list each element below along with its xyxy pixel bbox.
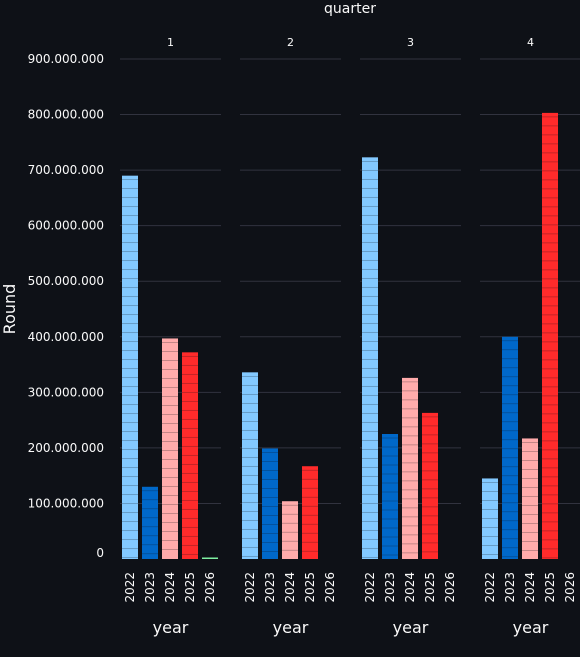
facet-title: quarter: [324, 1, 376, 17]
bar-1-2022[interactable]: [122, 175, 138, 559]
bar-3-2024[interactable]: [402, 377, 418, 559]
x-tick-label: 2022: [123, 572, 137, 603]
bar-4-2023[interactable]: [502, 336, 518, 559]
x-tick-label: 2023: [263, 572, 277, 603]
x-axis-title: year: [273, 618, 309, 637]
x-tick-label: 2023: [143, 572, 157, 603]
bar-4-2022[interactable]: [482, 478, 498, 559]
y-tick-label: 200.000.000: [28, 441, 104, 455]
facets: 1 2022 2023 2024 2025 2026 year 2 2022 2023 2024 20…: [120, 36, 580, 637]
bar-1-2025[interactable]: [182, 352, 198, 559]
y-tick-label: 700.000.000: [28, 163, 104, 177]
bar-3-2023[interactable]: [382, 434, 398, 559]
bar-2-2022[interactable]: [242, 372, 258, 559]
x-tick-label: 2024: [163, 572, 177, 603]
x-tick-label: 2026: [203, 572, 217, 603]
x-tick-label: 2023: [383, 572, 397, 603]
bar-1-2026[interactable]: [202, 557, 218, 560]
y-tick-label: 900.000.000: [28, 52, 104, 66]
facet-panel-3: 3 2022 2023 2024 2025 2026 year: [360, 36, 461, 637]
bar-2-2024[interactable]: [282, 501, 298, 559]
facet-panel-4: 4 2022 2023 2024 2025 2026 year: [480, 36, 580, 637]
x-axis-title: year: [513, 618, 549, 637]
facet-label: 3: [407, 36, 414, 49]
x-tick-label: 2026: [563, 572, 577, 603]
x-tick-label: 2025: [543, 572, 557, 603]
x-tick-label: 2022: [243, 572, 257, 603]
x-tick-label: 2022: [363, 572, 377, 603]
x-tick-label: 2025: [183, 572, 197, 603]
x-tick-label: 2024: [523, 572, 537, 603]
y-tick-label: 400.000.000: [28, 330, 104, 344]
facet-label: 1: [167, 36, 174, 49]
bar-4-2025[interactable]: [542, 112, 558, 559]
y-axis: 0 100.000.000 200.000.000 300.000.000 400.00…: [28, 52, 104, 560]
x-tick-label: 2026: [443, 572, 457, 603]
y-tick-label: 0: [96, 546, 104, 560]
x-tick-label: 2024: [283, 572, 297, 603]
y-tick-label: 500.000.000: [28, 274, 104, 288]
x-axis-title: year: [393, 618, 429, 637]
facet-panel-1: 1 2022 2023 2024 2025 2026 year: [120, 36, 221, 637]
bar-4-2024[interactable]: [522, 438, 538, 559]
facet-label: 4: [527, 36, 534, 49]
y-tick-label: 800.000.000: [28, 108, 104, 122]
bar-2-2023[interactable]: [262, 448, 278, 559]
bar-1-2023[interactable]: [142, 486, 158, 559]
facet-label: 2: [287, 36, 294, 49]
x-tick-label: 2023: [503, 572, 517, 603]
y-axis-title: Round: [0, 284, 19, 335]
x-tick-label: 2022: [483, 572, 497, 603]
bar-3-2022[interactable]: [362, 157, 378, 560]
y-tick-label: 300.000.000: [28, 385, 104, 399]
bar-1-2024[interactable]: [162, 338, 178, 559]
x-axis-title: year: [153, 618, 189, 637]
y-tick-label: 100.000.000: [28, 496, 104, 510]
x-tick-label: 2024: [403, 572, 417, 603]
x-tick-label: 2025: [303, 572, 317, 603]
x-tick-label: 2026: [323, 572, 337, 603]
facet-panel-2: 2 2022 2023 2024 2025 2026 year: [240, 36, 341, 637]
bar-2-2025[interactable]: [302, 466, 318, 559]
x-tick-label: 2025: [423, 572, 437, 603]
y-tick-label: 600.000.000: [28, 219, 104, 233]
bar-3-2025[interactable]: [422, 412, 438, 559]
